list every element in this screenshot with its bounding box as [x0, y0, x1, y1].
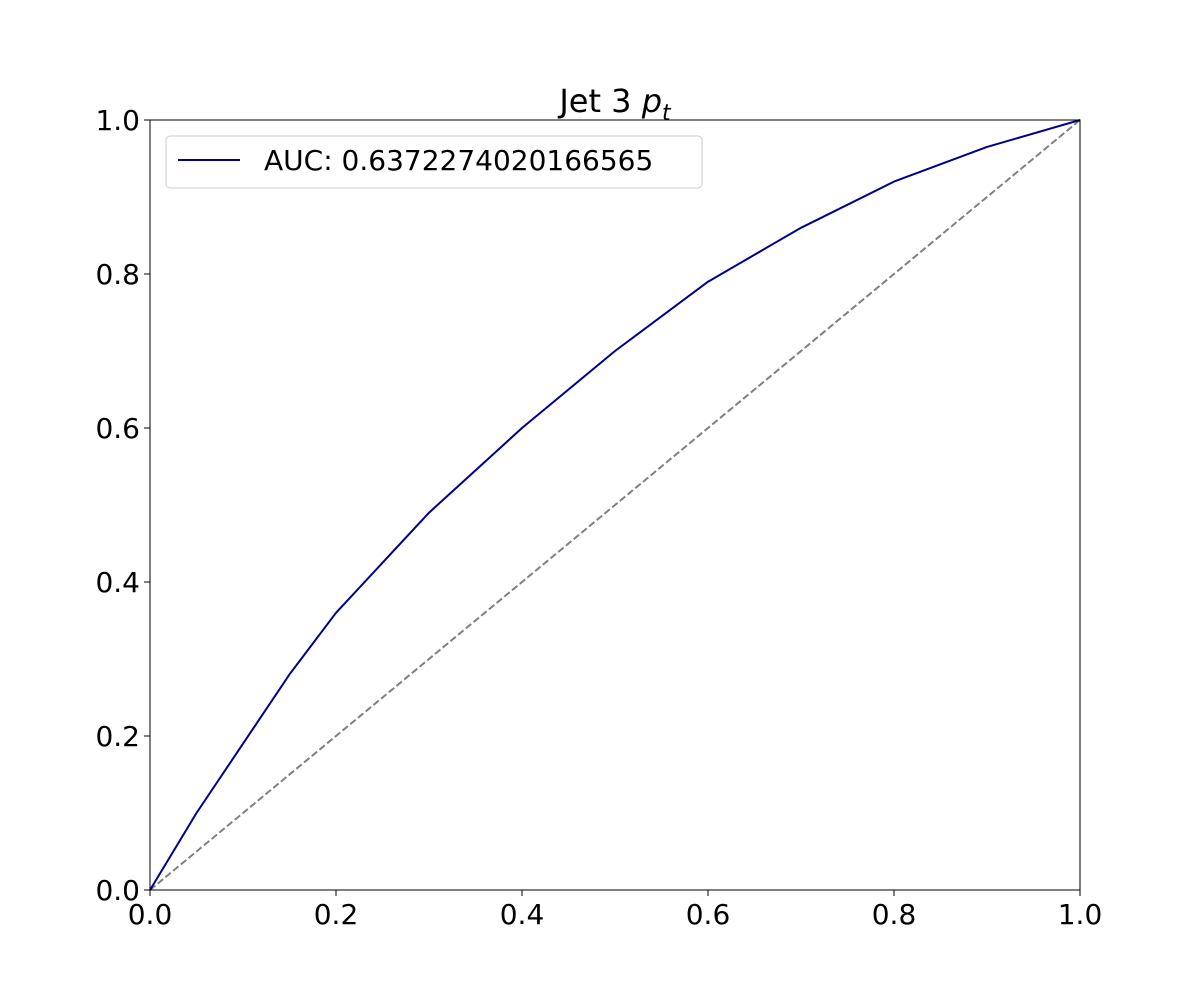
chart-title: Jet 3 pt — [557, 82, 672, 126]
legend-label: AUC: 0.6372274020166565 — [264, 144, 653, 177]
title-subscript: t — [662, 101, 672, 126]
x-tick-label: 0.8 — [872, 898, 917, 931]
y-tick-label: 0.0 — [95, 874, 140, 907]
title-text: Jet 3 — [557, 82, 631, 120]
y-tick-label: 0.2 — [95, 720, 140, 753]
y-tick-label: 0.8 — [95, 258, 140, 291]
plot-frame — [149, 119, 1081, 891]
roc-curve — [149, 119, 1081, 891]
x-tick-label: 0.4 — [500, 898, 545, 931]
y-tick-label: 0.6 — [95, 412, 140, 445]
x-tick-label: 0.2 — [314, 898, 359, 931]
x-tick-label: 1.0 — [1058, 898, 1103, 931]
y-tick-label: 1.0 — [95, 104, 140, 137]
title-symbol: p — [641, 82, 662, 120]
y-tick-label: 0.4 — [95, 566, 140, 599]
legend-box — [165, 135, 703, 189]
reference-line — [149, 119, 1081, 891]
x-tick-label: 0.6 — [686, 898, 731, 931]
x-tick-label: 0.0 — [128, 898, 173, 931]
